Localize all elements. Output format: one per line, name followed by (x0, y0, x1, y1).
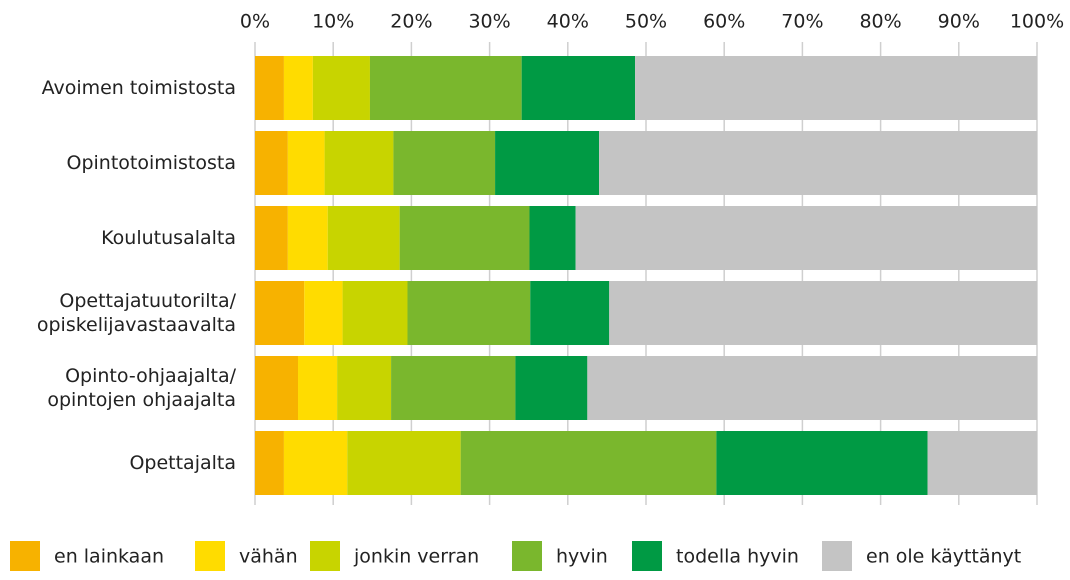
legend-swatch (195, 541, 225, 571)
x-tick-label: 30% (468, 11, 510, 33)
legend-label: jonkin verran (353, 546, 479, 568)
y-tick-label: Avoimen toimistosta (41, 77, 236, 99)
y-tick-label: Opettajalta (129, 452, 236, 474)
x-tick-label: 40% (547, 11, 589, 33)
bar-segment (599, 131, 1037, 195)
bar-segment (399, 206, 530, 270)
y-tick-label: Opinto-ohjaajalta/ opintojen ohjaajalta (47, 365, 236, 411)
legend-swatch (632, 541, 662, 571)
x-tick-label: 20% (390, 11, 432, 33)
bar-segment (255, 131, 288, 195)
x-tick-label: 0% (240, 11, 270, 33)
bar-segment (530, 281, 610, 345)
x-tick-label: 60% (703, 11, 745, 33)
bar-segment (635, 56, 1037, 120)
bar-segment (407, 281, 531, 345)
bar-segment (337, 356, 392, 420)
bar-segment (575, 206, 1037, 270)
legend-label: todella hyvin (676, 546, 799, 568)
bar-segment (716, 431, 928, 495)
bar-segment (324, 131, 394, 195)
legend-swatch (310, 541, 340, 571)
legend-swatch (512, 541, 542, 571)
legend-label: en ole käyttänyt (866, 546, 1021, 568)
bar-segment (298, 356, 338, 420)
bar-segment (495, 131, 600, 195)
bar-segment (369, 56, 522, 120)
x-tick-label: 90% (938, 11, 980, 33)
bar-segment (347, 431, 461, 495)
bar-segment (391, 356, 516, 420)
bar-segment (312, 56, 370, 120)
legend-swatch (10, 541, 40, 571)
bar-segment (287, 131, 325, 195)
x-tick-label: 10% (312, 11, 354, 33)
bar-segment (342, 281, 408, 345)
x-tick-label: 70% (781, 11, 823, 33)
bar-segment (283, 431, 348, 495)
bar-segment (327, 206, 400, 270)
legend-label: en lainkaan (54, 546, 164, 568)
bar-segment (393, 131, 496, 195)
legend-label: hyvin (556, 546, 608, 568)
bar-segment (255, 281, 305, 345)
bar-segment (255, 431, 284, 495)
y-tick-label: Opintotoimistosta (66, 152, 236, 174)
bar-segment (521, 56, 636, 120)
x-tick-label: 100% (1010, 11, 1064, 33)
bar-segment (255, 206, 288, 270)
legend-swatch (822, 541, 852, 571)
bar-segment (287, 206, 328, 270)
legend-label: vähän (239, 546, 298, 568)
y-tick-label: Koulutusalalta (101, 227, 236, 249)
x-tick-label: 80% (859, 11, 901, 33)
bar-segment (255, 356, 299, 420)
bar-segment (529, 206, 576, 270)
bar-segment (609, 281, 1037, 345)
bar-segment (927, 431, 1037, 495)
bar-segment (515, 356, 588, 420)
x-tick-label: 50% (625, 11, 667, 33)
bar-segment (587, 356, 1037, 420)
y-tick-label: Opettajatuutorilta/ opiskelijavastaavalt… (36, 290, 236, 336)
bar-segment (255, 56, 284, 120)
bar-segment (304, 281, 343, 345)
bar-segment (283, 56, 313, 120)
bar-segment (460, 431, 717, 495)
